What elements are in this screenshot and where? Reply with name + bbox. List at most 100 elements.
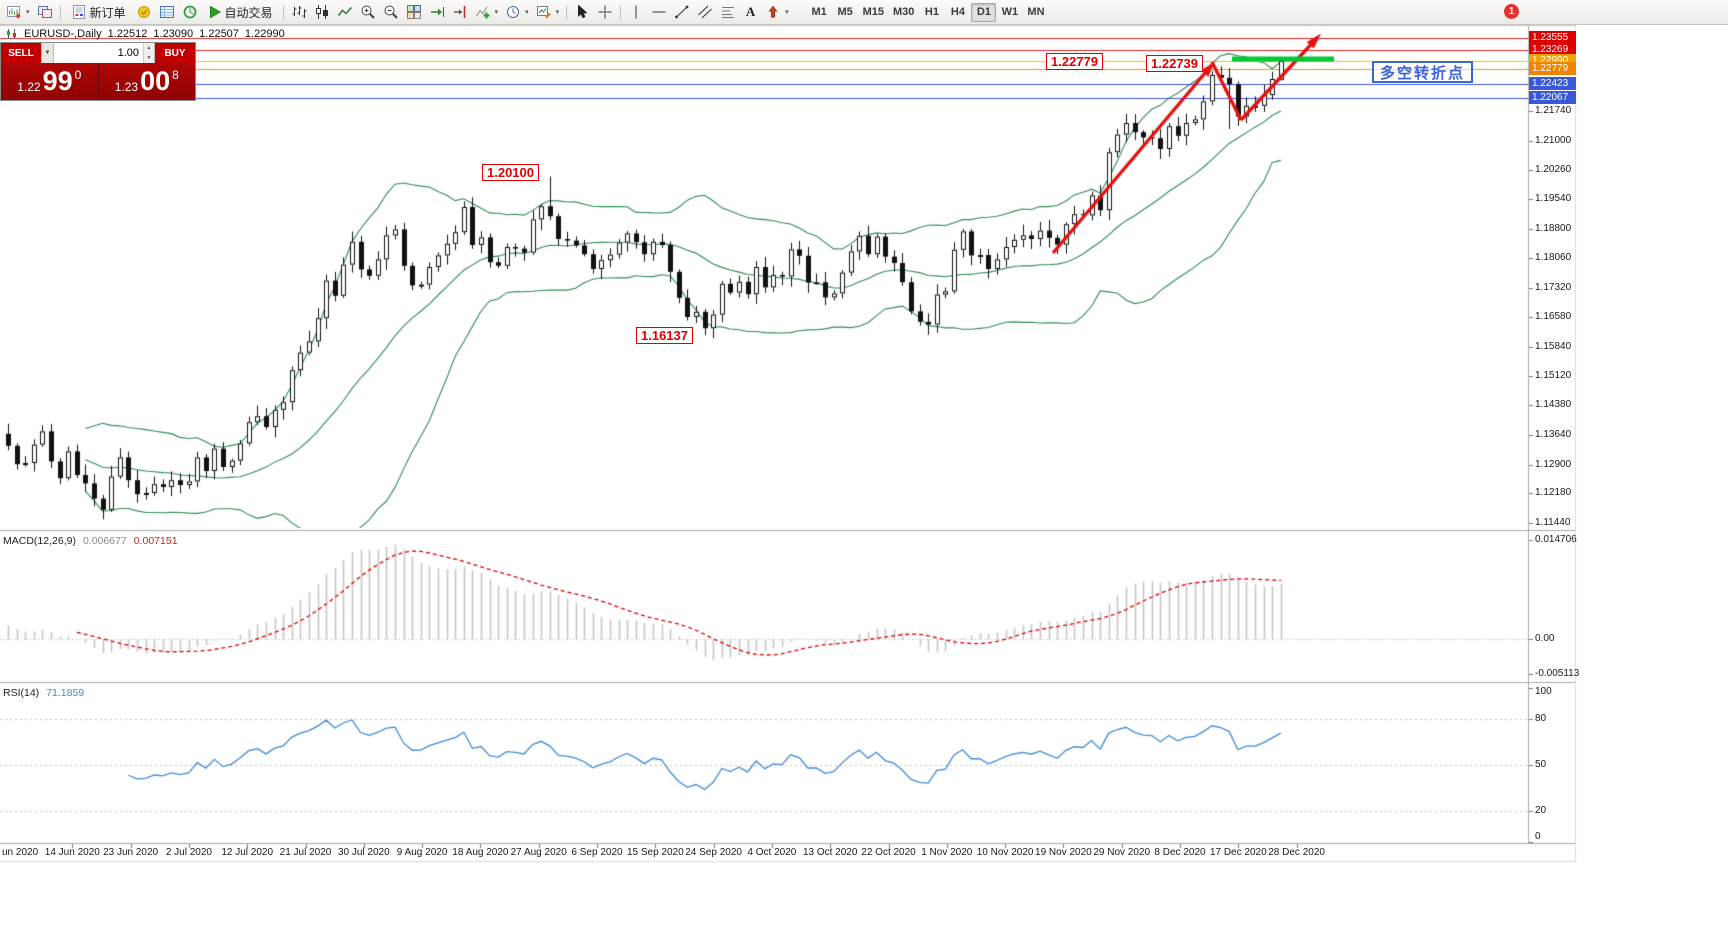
ohlc-open: 1.22512 bbox=[107, 28, 148, 40]
autotrading-play-icon bbox=[209, 5, 221, 19]
timeframe-m15-button[interactable]: M15 bbox=[862, 6, 885, 18]
navigator-icon bbox=[183, 5, 196, 19]
price-label-resistance-1[interactable]: 1.22779 bbox=[1046, 53, 1103, 70]
sell-button[interactable]: SELL bbox=[1, 43, 41, 63]
arrows-tool-button[interactable]: ▾ bbox=[762, 2, 792, 22]
macd-signal-value: 0.007151 bbox=[133, 535, 178, 547]
market-watch-button[interactable] bbox=[156, 2, 178, 22]
macd-axis-label: 0.014706 bbox=[1535, 534, 1577, 545]
volume-stepper[interactable]: ▲ ▼ bbox=[143, 43, 154, 63]
zoom-in-icon bbox=[361, 5, 375, 19]
timeframe-m5-button[interactable]: M5 bbox=[837, 6, 853, 18]
rsi-indicator-label: RSI(14) 71.1859 bbox=[3, 687, 84, 699]
timeframe-m1-button[interactable]: M1 bbox=[811, 6, 827, 18]
rsi-axis-label: 0 bbox=[1535, 831, 1541, 842]
price-label-low[interactable]: 1.16137 bbox=[636, 327, 693, 344]
chart-window-icon bbox=[7, 29, 16, 39]
toolbar-separator bbox=[282, 4, 284, 20]
favorites-button[interactable] bbox=[133, 2, 155, 22]
price-tick-label: 1.21000 bbox=[1535, 134, 1572, 146]
rsi-value: 71.1859 bbox=[46, 687, 85, 699]
fibonacci-icon bbox=[722, 7, 735, 18]
navigator-button[interactable] bbox=[179, 2, 201, 22]
new-chart-button[interactable]: ▾ bbox=[3, 2, 33, 22]
order-options-dropdown[interactable]: ▼ bbox=[41, 43, 54, 63]
candlestick-chart-button[interactable] bbox=[311, 2, 333, 22]
price-highlight-label: 1.23269 bbox=[1529, 43, 1576, 56]
volume-field[interactable]: 1.00 ▲ ▼ bbox=[54, 43, 155, 63]
sell-price-display[interactable]: 1.22 99 0 bbox=[1, 63, 99, 100]
toolbar-separator bbox=[620, 4, 622, 20]
rsi-axis-label: 80 bbox=[1535, 712, 1547, 724]
macd-main-value: 0.006677 bbox=[82, 535, 127, 547]
one-click-trading-panel: SELL ▼ 1.00 ▲ ▼ BUY 1.22 99 0 1.23 00 8 bbox=[0, 42, 196, 101]
clock-icon bbox=[507, 6, 520, 18]
templates-button[interactable]: ▾ bbox=[533, 2, 563, 22]
timeframe-d1-button[interactable]: D1 bbox=[971, 2, 997, 22]
stepper-up-icon[interactable]: ▲ bbox=[144, 43, 154, 53]
zoom-out-button[interactable] bbox=[380, 2, 402, 22]
fibonacci-tool-button[interactable] bbox=[717, 2, 739, 22]
timeframe-group: M1 M5 M15 M30 H1 H4 D1 W1 MN bbox=[807, 2, 1049, 22]
new-order-button[interactable]: 新订单 bbox=[65, 2, 132, 22]
toolbar-separator bbox=[59, 4, 61, 20]
timeframe-mn-button[interactable]: MN bbox=[1027, 6, 1045, 18]
buy-button[interactable]: BUY bbox=[155, 43, 195, 63]
text-tool-button[interactable]: A bbox=[740, 2, 761, 22]
crosshair-icon bbox=[598, 5, 612, 19]
autotrading-button[interactable]: 自动交易 bbox=[202, 2, 279, 22]
price-highlight-label: 1.22423 bbox=[1529, 77, 1576, 90]
timeframe-h4-button[interactable]: H4 bbox=[950, 6, 965, 18]
buy-price-sup: 8 bbox=[172, 68, 179, 82]
buy-price-display[interactable]: 1.23 00 8 bbox=[98, 63, 195, 100]
time-axis-label: 23 Jun 2020 bbox=[103, 847, 159, 858]
price-tick-label: 1.20260 bbox=[1535, 164, 1572, 176]
cursor-button[interactable] bbox=[571, 2, 593, 22]
rsi-name: RSI(14) bbox=[3, 687, 40, 699]
indicators-button[interactable]: ▾ bbox=[472, 2, 502, 22]
vertical-line-tool-button[interactable] bbox=[625, 2, 647, 22]
time-axis-label: 21 Jul 2020 bbox=[279, 847, 332, 858]
price-highlight-label: 1.23555 bbox=[1529, 31, 1576, 44]
macd-name: MACD(12,26,9) bbox=[3, 535, 76, 547]
line-chart-icon bbox=[337, 6, 352, 16]
time-periods-button[interactable]: ▾ bbox=[502, 2, 532, 22]
horizontal-line-icon bbox=[652, 11, 666, 13]
line-chart-button[interactable] bbox=[334, 2, 356, 22]
volume-value[interactable]: 1.00 bbox=[117, 47, 139, 59]
timeframe-m30-button[interactable]: M30 bbox=[893, 6, 915, 18]
horizontal-line-tool-button[interactable] bbox=[648, 2, 670, 22]
time-axis-label: 15 Sep 2020 bbox=[626, 847, 684, 858]
main-toolbar: ▾ 新订单 自动交易 ▾ ▾ ▾ A ▾ M1 M5 M15 M30 H1 H4 D1 W1 M… bbox=[0, 0, 1728, 25]
ohlc-close: 1.22990 bbox=[244, 28, 285, 40]
bar-chart-button[interactable] bbox=[288, 2, 310, 22]
templates-icon bbox=[536, 6, 551, 19]
zoom-in-button[interactable] bbox=[357, 2, 379, 22]
crosshair-button[interactable] bbox=[594, 2, 616, 22]
price-tick-label: 1.11440 bbox=[1535, 517, 1571, 528]
price-tick-label: 1.18060 bbox=[1535, 252, 1572, 264]
profiles-icon bbox=[37, 6, 52, 18]
timeframe-h1-button[interactable]: H1 bbox=[924, 6, 939, 18]
price-label-resistance-2[interactable]: 1.22739 bbox=[1146, 55, 1203, 72]
chart-shift-icon bbox=[453, 6, 465, 18]
buy-price-head: 1.23 bbox=[114, 80, 139, 94]
price-highlight-label: 1.22779 bbox=[1529, 62, 1576, 75]
tile-windows-button[interactable] bbox=[403, 2, 425, 22]
time-axis-label: 2 Jul 2020 bbox=[165, 847, 212, 858]
turning-point-label[interactable]: 多空转折点 bbox=[1372, 61, 1473, 83]
channel-tool-button[interactable] bbox=[694, 2, 716, 22]
bar-chart-icon bbox=[292, 6, 307, 18]
time-axis-label: 24 Sep 2020 bbox=[685, 847, 742, 858]
price-label-high[interactable]: 1.20100 bbox=[482, 164, 539, 181]
chart-shift-button[interactable] bbox=[449, 2, 471, 22]
notification-badge[interactable]: 1 bbox=[1504, 4, 1519, 19]
price-tick-label: 1.12900 bbox=[1535, 458, 1572, 470]
timeframe-w1-button[interactable]: W1 bbox=[1001, 6, 1019, 18]
trendline-tool-button[interactable] bbox=[671, 2, 693, 22]
profiles-button[interactable] bbox=[34, 2, 56, 22]
stepper-down-icon[interactable]: ▼ bbox=[144, 53, 154, 63]
autoscroll-button[interactable] bbox=[426, 2, 448, 22]
